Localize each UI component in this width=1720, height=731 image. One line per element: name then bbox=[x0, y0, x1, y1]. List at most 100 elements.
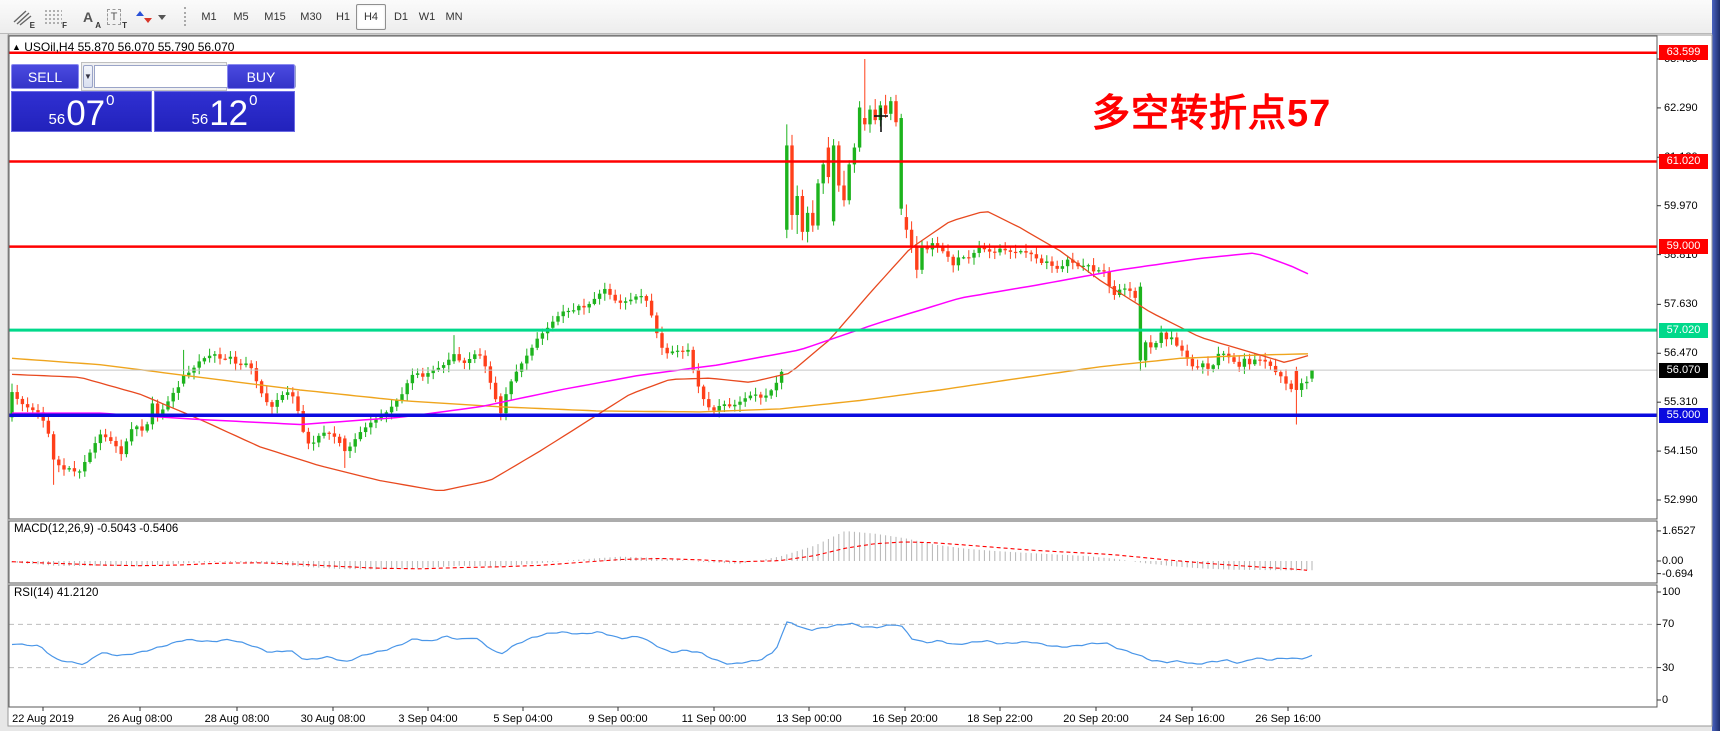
candle-body bbox=[525, 355, 529, 364]
candle-body bbox=[540, 333, 545, 339]
candle-body bbox=[961, 257, 966, 259]
candle-body bbox=[83, 461, 87, 472]
candle-body bbox=[1091, 265, 1096, 272]
arrow-objects-tool-icon[interactable] bbox=[130, 4, 158, 30]
rsi-tick-label: 70 bbox=[1662, 618, 1675, 631]
candle-body bbox=[1097, 270, 1101, 272]
candle-body bbox=[509, 381, 513, 395]
candle-body bbox=[400, 394, 404, 401]
candle-body bbox=[1232, 357, 1236, 362]
arrows-dropdown-icon[interactable] bbox=[154, 4, 170, 30]
rsi-tick-label: 100 bbox=[1662, 586, 1681, 598]
bid-big-digits: 07 bbox=[66, 94, 106, 133]
candle-body bbox=[109, 437, 113, 441]
ask-price-display[interactable]: 56 12 0 bbox=[154, 91, 295, 132]
candle-body bbox=[317, 435, 321, 443]
candle-body bbox=[837, 145, 841, 186]
candle-body bbox=[842, 185, 846, 201]
candle-body bbox=[649, 300, 654, 316]
candle-body bbox=[863, 118, 867, 125]
time-tick-label: 30 Aug 08:00 bbox=[300, 713, 366, 725]
timeframe-button-d1[interactable]: D1 bbox=[393, 11, 409, 23]
candle-body bbox=[717, 405, 721, 411]
candle-body bbox=[655, 315, 659, 334]
candle-body bbox=[379, 416, 383, 420]
candle-body bbox=[67, 468, 71, 470]
candle-body bbox=[1268, 361, 1273, 366]
candle-body bbox=[1133, 290, 1137, 298]
candle-body bbox=[15, 392, 19, 399]
candle-body bbox=[1050, 261, 1054, 266]
candle-body bbox=[1305, 381, 1309, 384]
time-tick-label: 18 Sep 22:00 bbox=[967, 713, 1033, 725]
bid-price-display[interactable]: 56 07 0 bbox=[11, 91, 152, 132]
timeframe-button-h1[interactable]: H1 bbox=[335, 11, 351, 23]
candle-body bbox=[249, 363, 253, 369]
candle-body bbox=[1154, 342, 1158, 348]
candle-body bbox=[551, 321, 555, 328]
candle-body bbox=[431, 369, 435, 374]
timeframe-button-m1[interactable]: M1 bbox=[201, 11, 217, 23]
symbol-ohlc-readout: ▲ USOil,H4 55.870 56.070 55.790 56.070 bbox=[12, 40, 234, 54]
candle-body bbox=[603, 288, 607, 294]
time-tick-label: 26 Aug 08:00 bbox=[107, 713, 173, 725]
ohlc-values: 55.870 56.070 55.790 56.070 bbox=[77, 40, 235, 54]
window-scrollbar-strip[interactable] bbox=[1712, 0, 1720, 731]
candle-body bbox=[1123, 288, 1127, 290]
bid-pip-digit: 0 bbox=[106, 92, 115, 109]
symbol-marker-icon: ▲ bbox=[12, 42, 21, 52]
candle-body bbox=[1216, 353, 1221, 366]
candle-body bbox=[904, 217, 909, 230]
candle-body bbox=[447, 359, 451, 366]
candle-body bbox=[306, 431, 311, 444]
ask-main: 56 bbox=[191, 111, 209, 128]
timeframe-button-w1[interactable]: W1 bbox=[418, 11, 436, 23]
candle-body bbox=[363, 427, 368, 433]
timeframe-button-m5[interactable]: M5 bbox=[233, 11, 249, 23]
timeframe-button-mn[interactable]: MN bbox=[445, 11, 463, 23]
candle-body bbox=[421, 373, 425, 377]
fibonacci-tool-icon[interactable]: F bbox=[40, 4, 68, 30]
candle-body bbox=[925, 246, 929, 250]
candle-body bbox=[1081, 265, 1085, 267]
candle-body bbox=[982, 247, 987, 250]
candle-body bbox=[353, 439, 357, 447]
candle-body bbox=[873, 109, 877, 121]
candle-body bbox=[483, 355, 487, 367]
candle-body bbox=[1013, 251, 1018, 254]
candle-body bbox=[389, 406, 394, 413]
candle-body bbox=[1102, 270, 1106, 272]
ask-pip-digit: 0 bbox=[249, 92, 258, 109]
candle-body bbox=[145, 424, 149, 431]
candle-body bbox=[1138, 286, 1143, 361]
candle-body bbox=[348, 446, 352, 452]
toolbar-drag-handle[interactable] bbox=[184, 7, 190, 26]
candle-body bbox=[98, 434, 103, 444]
candle-body bbox=[946, 251, 950, 257]
candle-body bbox=[571, 310, 576, 312]
candle-body bbox=[1112, 286, 1117, 295]
price-tick-label: 56.470 bbox=[1664, 347, 1698, 360]
channel-draw-tool-icon[interactable]: E bbox=[8, 4, 36, 30]
candle-body bbox=[181, 375, 186, 384]
candle-body bbox=[405, 383, 409, 395]
timeframe-button-m15[interactable]: M15 bbox=[264, 11, 286, 23]
candle-body bbox=[1294, 370, 1299, 390]
candle-body bbox=[478, 354, 482, 356]
candle-body bbox=[998, 248, 1002, 253]
timeframe-button-h4[interactable]: H4 bbox=[356, 4, 386, 30]
volume-decrease-button[interactable]: ▼ bbox=[83, 65, 93, 88]
sell-button[interactable]: SELL bbox=[11, 64, 79, 89]
price-badge-57.020: 57.020 bbox=[1659, 322, 1708, 338]
buy-button[interactable]: BUY bbox=[227, 64, 295, 89]
price-badge-59.000: 59.000 bbox=[1659, 239, 1708, 255]
candle-body bbox=[722, 404, 727, 406]
candle-body bbox=[462, 360, 467, 363]
candle-body bbox=[1039, 258, 1044, 263]
candle-body bbox=[868, 109, 872, 125]
timeframe-button-m30[interactable]: M30 bbox=[300, 11, 322, 23]
candle-body bbox=[920, 246, 924, 270]
